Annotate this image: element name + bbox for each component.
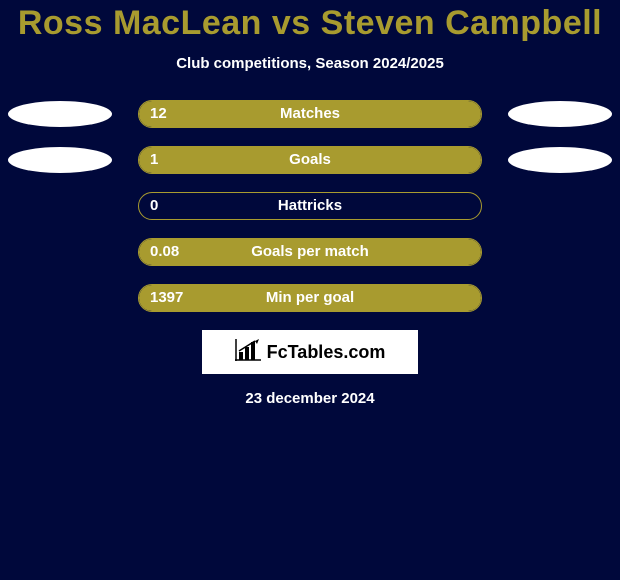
stat-row: Matches12 <box>0 100 620 128</box>
stats-block: Matches12 Goals1 Hattricks0 Goals per match… <box>0 100 620 312</box>
stat-value: 0 <box>150 192 158 220</box>
stat-value: 12 <box>150 100 167 128</box>
stat-label: Goals <box>138 146 482 174</box>
stat-label: Goals per match <box>138 238 482 266</box>
stat-value: 0.08 <box>150 238 179 266</box>
stat-row: Hattricks0 <box>0 192 620 220</box>
stat-label: Matches <box>138 100 482 128</box>
player-right-marker <box>508 101 612 127</box>
player-left-marker <box>8 147 112 173</box>
page-title: Ross MacLean vs Steven Campbell <box>0 4 620 43</box>
bar-chart-icon <box>235 339 261 366</box>
logo-box: FcTables.com <box>202 330 418 374</box>
stat-value: 1397 <box>150 284 183 312</box>
stat-label: Hattricks <box>138 192 482 220</box>
subtitle: Club competitions, Season 2024/2025 <box>0 55 620 72</box>
comparison-infographic: Ross MacLean vs Steven Campbell Club com… <box>0 0 620 580</box>
stat-label: Min per goal <box>138 284 482 312</box>
player-left-marker <box>8 101 112 127</box>
date-label: 23 december 2024 <box>0 390 620 407</box>
stat-row: Goals1 <box>0 146 620 174</box>
stat-row: Goals per match0.08 <box>0 238 620 266</box>
player-right-marker <box>508 147 612 173</box>
stat-row: Min per goal1397 <box>0 284 620 312</box>
logo-text: FcTables.com <box>267 342 386 363</box>
stat-value: 1 <box>150 146 158 174</box>
